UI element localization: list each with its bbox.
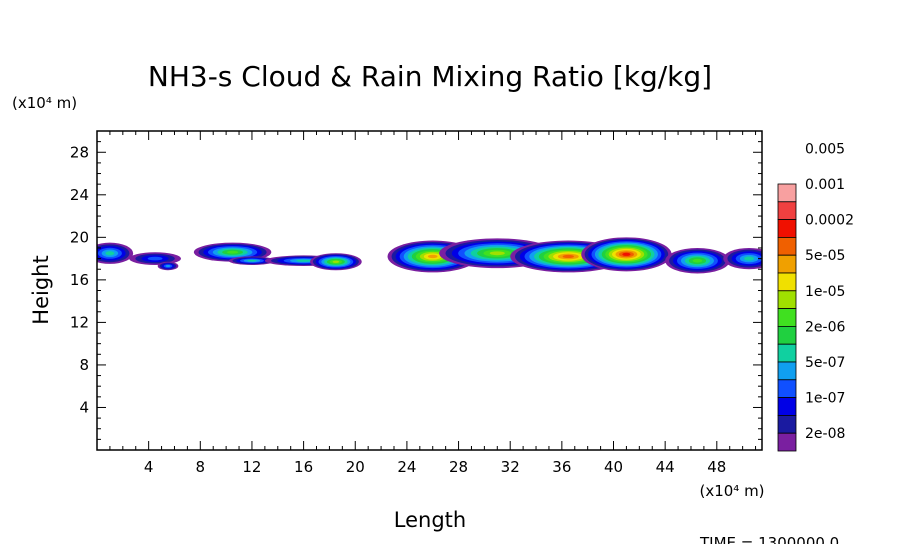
legend-swatch [777,272,797,292]
cloud-region [723,247,762,270]
cloud-region [157,261,179,271]
x-tick-label: 12 [242,458,261,476]
x-unit-label: (x10⁴ m) [699,482,764,500]
x-tick-label: 8 [196,458,206,476]
legend-swatch [777,361,797,381]
x-tick-label: 4 [144,458,154,476]
cloud-region [310,253,362,271]
legend-swatch [777,201,797,221]
legend-label: 1e-07 [805,391,845,407]
legend-swatch [777,183,797,203]
y-tick-label: 8 [79,356,89,374]
x-tick-label: 24 [397,458,416,476]
cloud-region [581,237,672,272]
x-tick-label: 32 [501,458,520,476]
legend-swatch [777,343,797,363]
contour-level [226,250,239,254]
cloud-region [228,256,276,265]
x-tick-label: 40 [604,458,623,476]
contour-level [427,254,438,259]
plot-frame [96,130,763,451]
contour-level [296,259,312,262]
x-tick-label: 28 [449,458,468,476]
contour-level [622,252,631,256]
legend-label: 5e-07 [805,355,845,371]
legend-swatch [777,219,797,238]
cloud-region [129,252,181,265]
contour-level [692,258,703,263]
x-axis-ticks: 4 8 12 16 20 24 28 32 36 40 44 48 [109,131,757,476]
contour-level [105,251,115,256]
legend-label: 0.001 [805,177,845,193]
x-tick-label: 36 [552,458,571,476]
legend-label: 1e-05 [805,284,845,300]
legend-swatch [777,379,797,398]
legend-swatch [777,414,797,434]
contour-level [147,256,163,261]
legend-swatch [777,290,797,309]
legend-swatch [777,432,797,452]
legend-swatch [777,397,797,416]
y-unit-label: (x10⁴ m) [12,94,77,112]
legend-label: 2e-06 [805,319,845,335]
y-axis-ticks: 4 8 12 16 20 24 28 [70,141,762,440]
y-tick-label: 12 [70,313,89,331]
legend-label: 2e-08 [805,426,845,442]
contour-level [165,265,171,268]
cloud-region [97,242,134,264]
legend-swatch [777,325,797,345]
x-tick-label: 48 [707,458,726,476]
legend-label: 0.005 [805,141,845,157]
contour-level [247,259,257,262]
y-tick-label: 28 [70,143,89,161]
contour-fill-layer [97,237,762,274]
x-tick-label: 16 [294,458,313,476]
y-tick-label: 4 [79,398,89,416]
chart-title: NH3-s Cloud & Rain Mixing Ratio [kg/kg] [148,60,712,93]
legend-label: 0.0002 [805,213,854,229]
contour-level [332,260,340,263]
cloud-region [665,247,730,274]
time-footer: TIME = 1300000.0 [699,534,839,544]
y-tick-label: 24 [70,186,89,204]
y-tick-label: 20 [70,228,89,246]
x-tick-label: 20 [346,458,365,476]
legend-swatch [777,254,797,274]
contour-level [562,254,575,259]
color-legend: 2e-08 1e-07 5e-07 2e-06 1e-05 5e-05 0.0002 0.00… [777,141,854,452]
contour-level [744,256,755,261]
legend-swatch [777,308,797,327]
contour-level [489,251,505,256]
legend-swatch [777,236,797,256]
y-tick-label: 16 [70,271,89,289]
legend-label: 5e-05 [805,248,845,264]
x-tick-label: 44 [656,458,675,476]
y-axis-label: Height [29,255,53,324]
x-axis-label: Length [394,508,466,532]
